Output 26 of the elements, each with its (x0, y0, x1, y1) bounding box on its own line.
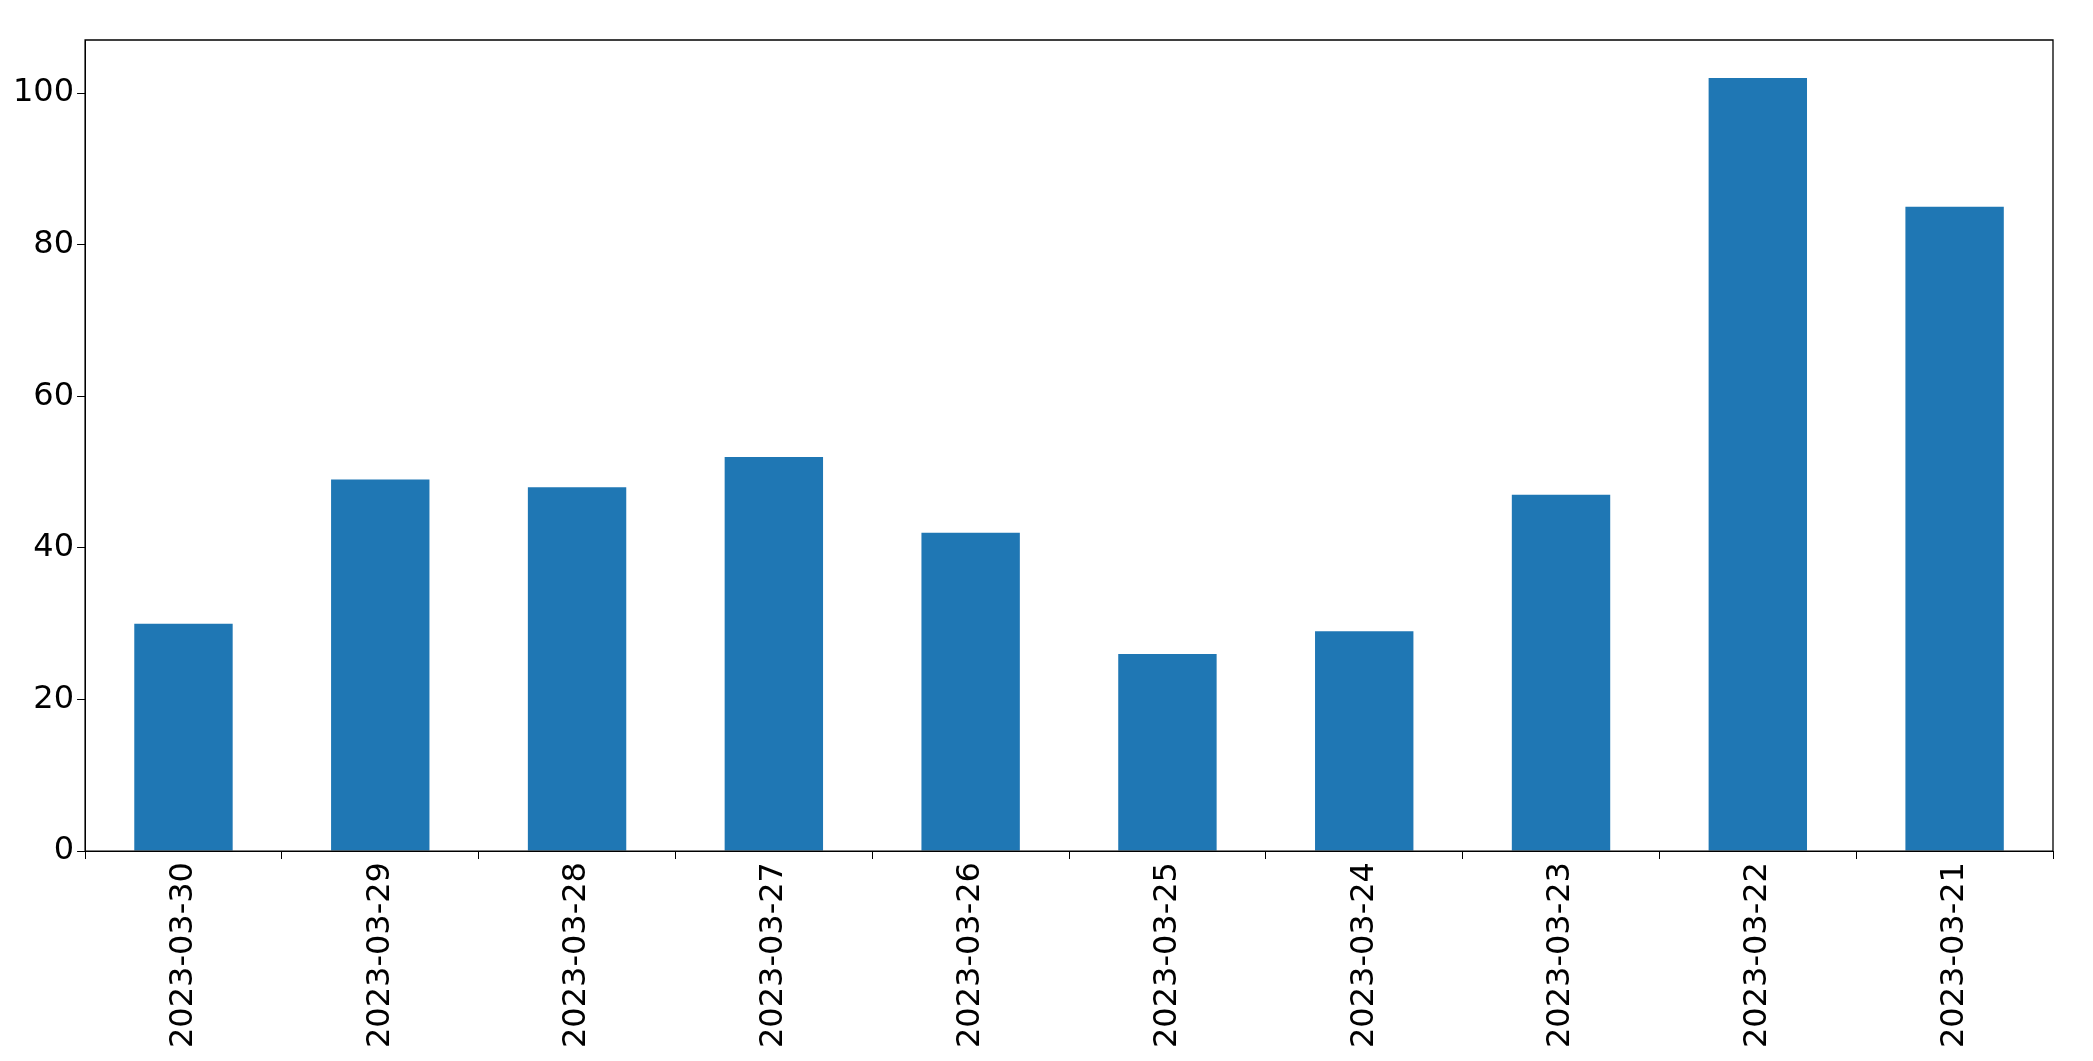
bar (1708, 77, 1808, 851)
x-tick-label: 2023-03-22 (1736, 862, 1775, 1048)
x-tick-label: 2023-03-24 (1342, 862, 1381, 1048)
y-tick-label: 60 (33, 374, 75, 413)
y-tick-label: 20 (33, 677, 75, 716)
y-tick-label: 80 (33, 222, 75, 261)
bar (1511, 494, 1611, 851)
bar (1118, 653, 1217, 851)
x-tick-label: 2023-03-27 (752, 862, 791, 1048)
x-tick-label: 2023-03-30 (161, 862, 200, 1048)
bar (331, 479, 430, 851)
bar (134, 623, 233, 851)
y-tick-label: 0 (53, 829, 75, 868)
x-tick-label: 2023-03-29 (358, 862, 397, 1048)
bar (724, 456, 824, 851)
bar (921, 532, 1020, 851)
x-tick-label: 2023-03-26 (948, 862, 987, 1048)
x-tick-label: 2023-03-28 (555, 862, 594, 1048)
x-tick-label: 2023-03-25 (1145, 862, 1184, 1048)
x-tick-label: 2023-03-23 (1539, 862, 1578, 1048)
x-tick-label: 2023-03-21 (1932, 862, 1971, 1048)
y-tick-label: 100 (13, 71, 75, 110)
bar (1905, 206, 2004, 851)
y-tick-label: 40 (33, 526, 75, 565)
bar (527, 487, 627, 851)
bar (1315, 631, 1414, 851)
